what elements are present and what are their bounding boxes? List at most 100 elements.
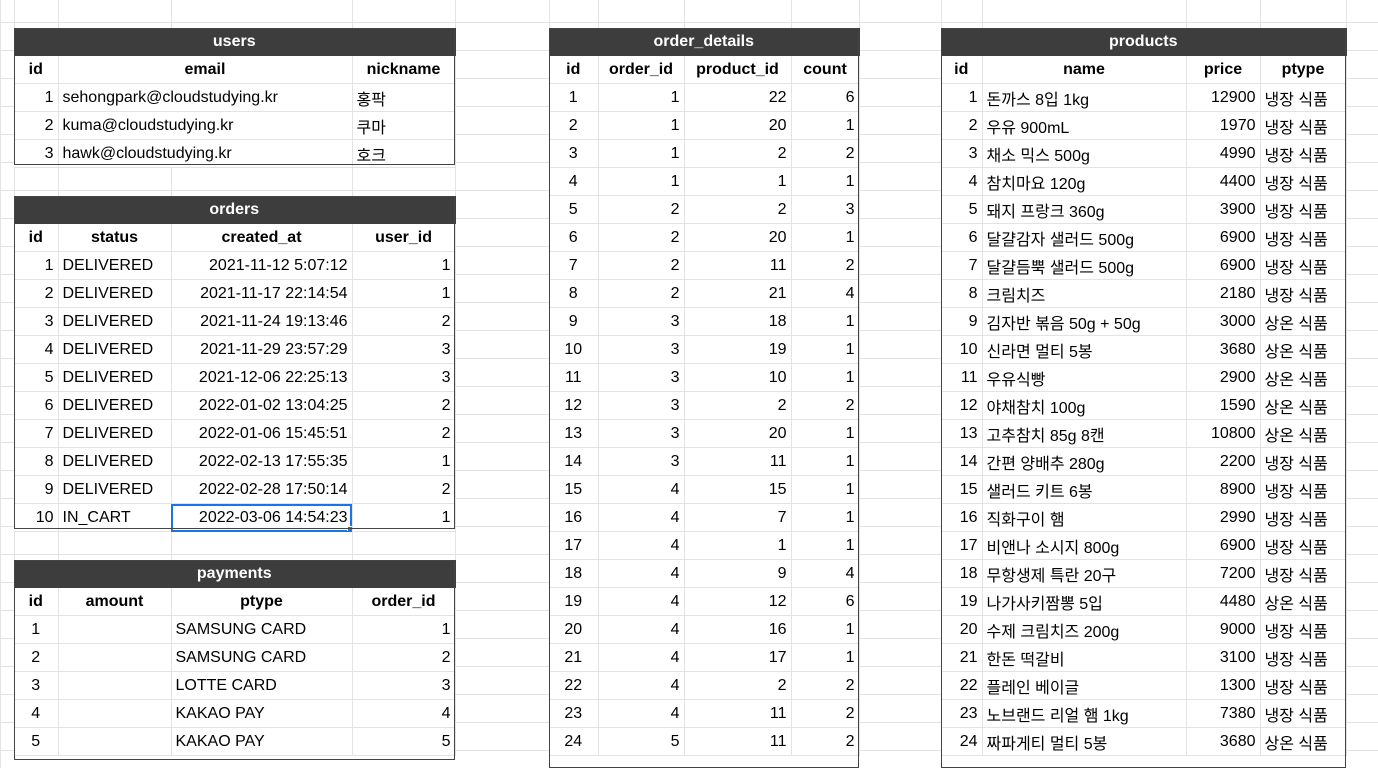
payments-cell-order-id[interactable]: 1 xyxy=(352,615,456,644)
order-details-cell-order-id[interactable]: 1 xyxy=(598,139,685,168)
products-cell-name[interactable]: 우유식빵 xyxy=(982,363,1187,392)
order-details-cell-product-id[interactable]: 2 xyxy=(684,391,792,420)
products-cell-id[interactable]: 18 xyxy=(941,559,983,588)
selection-fill-handle[interactable] xyxy=(346,526,351,531)
order-details-cell-order-id[interactable]: 3 xyxy=(598,391,685,420)
order-details-cell-product-id[interactable]: 1 xyxy=(684,531,792,560)
orders-cell-status[interactable]: IN_CART xyxy=(58,503,172,532)
orders-cell-id[interactable]: 5 xyxy=(14,363,59,392)
orders-cell-created-at[interactable]: 2022-01-06 15:45:51 xyxy=(171,419,353,448)
products-cell-id[interactable]: 5 xyxy=(941,195,983,224)
payments-cell-ptype[interactable]: KAKAO PAY xyxy=(171,727,353,756)
products-cell-id[interactable]: 23 xyxy=(941,699,983,728)
products-cell-name[interactable]: 샐러드 키트 6봉 xyxy=(982,475,1187,504)
users-cell-nickname[interactable]: 홍팍 xyxy=(352,83,456,112)
order-details-cell-order-id[interactable]: 3 xyxy=(598,363,685,392)
products-cell-price[interactable]: 1970 xyxy=(1186,111,1261,140)
order-details-cell-order-id[interactable]: 3 xyxy=(598,447,685,476)
products-cell-name[interactable]: 김자반 볶음 50g + 50g xyxy=(982,307,1187,336)
orders-cell-id[interactable]: 9 xyxy=(14,475,59,504)
products-cell-ptype[interactable]: 냉장 식품 xyxy=(1260,503,1347,532)
order-details-cell-product-id[interactable]: 12 xyxy=(684,587,792,616)
products-cell-price[interactable]: 4400 xyxy=(1186,167,1261,196)
orders-cell-created-at-selected[interactable]: 2022-03-06 14:54:23 xyxy=(171,503,353,532)
payments-cell-amount[interactable] xyxy=(58,671,172,700)
order-details-cell-id[interactable]: 10 xyxy=(549,335,599,364)
products-cell-ptype[interactable]: 냉장 식품 xyxy=(1260,83,1347,112)
payments-cell-id[interactable]: 2 xyxy=(14,643,59,672)
orders-cell-id[interactable]: 3 xyxy=(14,307,59,336)
products-cell-price[interactable]: 1590 xyxy=(1186,391,1261,420)
payments-cell-id[interactable]: 4 xyxy=(14,699,59,728)
products-cell-ptype[interactable]: 냉장 식품 xyxy=(1260,279,1347,308)
products-cell-name[interactable]: 플레인 베이글 xyxy=(982,671,1187,700)
products-cell-ptype[interactable]: 냉장 식품 xyxy=(1260,111,1347,140)
payments-cell-id[interactable]: 5 xyxy=(14,727,59,756)
orders-cell-status[interactable]: DELIVERED xyxy=(58,419,172,448)
order-details-cell-id[interactable]: 11 xyxy=(549,363,599,392)
products-cell-ptype[interactable]: 상온 식품 xyxy=(1260,307,1347,336)
products-cell-id[interactable]: 11 xyxy=(941,363,983,392)
orders-cell-user-id[interactable]: 1 xyxy=(352,251,456,280)
order-details-cell-product-id[interactable]: 22 xyxy=(684,83,792,112)
products-cell-name[interactable]: 크림치즈 xyxy=(982,279,1187,308)
order-details-cell-id[interactable]: 23 xyxy=(549,699,599,728)
orders-cell-created-at[interactable]: 2021-11-24 19:13:46 xyxy=(171,307,353,336)
order-details-cell-count[interactable]: 4 xyxy=(791,279,860,308)
order-details-cell-product-id[interactable]: 11 xyxy=(684,251,792,280)
payments-table-title[interactable]: payments xyxy=(14,560,456,588)
products-cell-name[interactable]: 우유 900mL xyxy=(982,111,1187,140)
order-details-cell-product-id[interactable]: 21 xyxy=(684,279,792,308)
products-cell-name[interactable]: 돼지 프랑크 360g xyxy=(982,195,1187,224)
order-details-cell-product-id[interactable]: 16 xyxy=(684,615,792,644)
users-cell-id[interactable]: 1 xyxy=(14,83,59,112)
order-details-cell-order-id[interactable]: 1 xyxy=(598,83,685,112)
products-cell-price[interactable]: 3100 xyxy=(1186,643,1261,672)
products-cell-ptype[interactable]: 냉장 식품 xyxy=(1260,447,1347,476)
products-cell-name[interactable]: 간편 양배추 280g xyxy=(982,447,1187,476)
users-cell-nickname[interactable]: 쿠마 xyxy=(352,111,456,140)
order-details-cell-order-id[interactable]: 4 xyxy=(598,559,685,588)
order-details-cell-order-id[interactable]: 3 xyxy=(598,419,685,448)
order-details-cell-count[interactable]: 6 xyxy=(791,83,860,112)
products-header-name[interactable]: name xyxy=(982,55,1187,84)
products-cell-price[interactable]: 7200 xyxy=(1186,559,1261,588)
payments-cell-order-id[interactable]: 3 xyxy=(352,671,456,700)
products-cell-name[interactable]: 무항생제 특란 20구 xyxy=(982,559,1187,588)
order-details-cell-product-id[interactable]: 20 xyxy=(684,111,792,140)
orders-cell-status[interactable]: DELIVERED xyxy=(58,447,172,476)
order-details-cell-id[interactable]: 20 xyxy=(549,615,599,644)
order-details-cell-order-id[interactable]: 4 xyxy=(598,531,685,560)
orders-cell-status[interactable]: DELIVERED xyxy=(58,475,172,504)
products-cell-name[interactable]: 고추참치 85g 8캔 xyxy=(982,419,1187,448)
products-cell-ptype[interactable]: 냉장 식품 xyxy=(1260,531,1347,560)
products-cell-id[interactable]: 15 xyxy=(941,475,983,504)
order-details-header-id[interactable]: id xyxy=(549,55,599,84)
order-details-cell-order-id[interactable]: 1 xyxy=(598,111,685,140)
users-cell-email[interactable]: hawk@cloudstudying.kr xyxy=(58,139,353,168)
order-details-cell-id[interactable]: 9 xyxy=(549,307,599,336)
products-cell-id[interactable]: 6 xyxy=(941,223,983,252)
products-cell-name[interactable]: 돈까스 8입 1kg xyxy=(982,83,1187,112)
products-cell-price[interactable]: 2180 xyxy=(1186,279,1261,308)
orders-header-status[interactable]: status xyxy=(58,223,172,252)
order-details-cell-product-id[interactable]: 2 xyxy=(684,195,792,224)
products-header-price[interactable]: price xyxy=(1186,55,1261,84)
order-details-cell-count[interactable]: 6 xyxy=(791,587,860,616)
order-details-cell-id[interactable]: 13 xyxy=(549,419,599,448)
products-cell-price[interactable]: 3680 xyxy=(1186,727,1261,756)
products-cell-price[interactable]: 6900 xyxy=(1186,251,1261,280)
orders-cell-id[interactable]: 7 xyxy=(14,419,59,448)
products-cell-ptype[interactable]: 상온 식품 xyxy=(1260,335,1347,364)
order-details-cell-id[interactable]: 4 xyxy=(549,167,599,196)
order-details-cell-order-id[interactable]: 4 xyxy=(598,503,685,532)
products-cell-ptype[interactable]: 상온 식품 xyxy=(1260,419,1347,448)
products-cell-name[interactable]: 수제 크림치즈 200g xyxy=(982,615,1187,644)
order-details-cell-count[interactable]: 1 xyxy=(791,615,860,644)
orders-cell-created-at[interactable]: 2021-11-12 5:07:12 xyxy=(171,251,353,280)
products-cell-ptype[interactable]: 상온 식품 xyxy=(1260,587,1347,616)
products-cell-id[interactable]: 24 xyxy=(941,727,983,756)
products-cell-price[interactable]: 4990 xyxy=(1186,139,1261,168)
orders-cell-created-at[interactable]: 2021-11-29 23:57:29 xyxy=(171,335,353,364)
order-details-cell-id[interactable]: 6 xyxy=(549,223,599,252)
